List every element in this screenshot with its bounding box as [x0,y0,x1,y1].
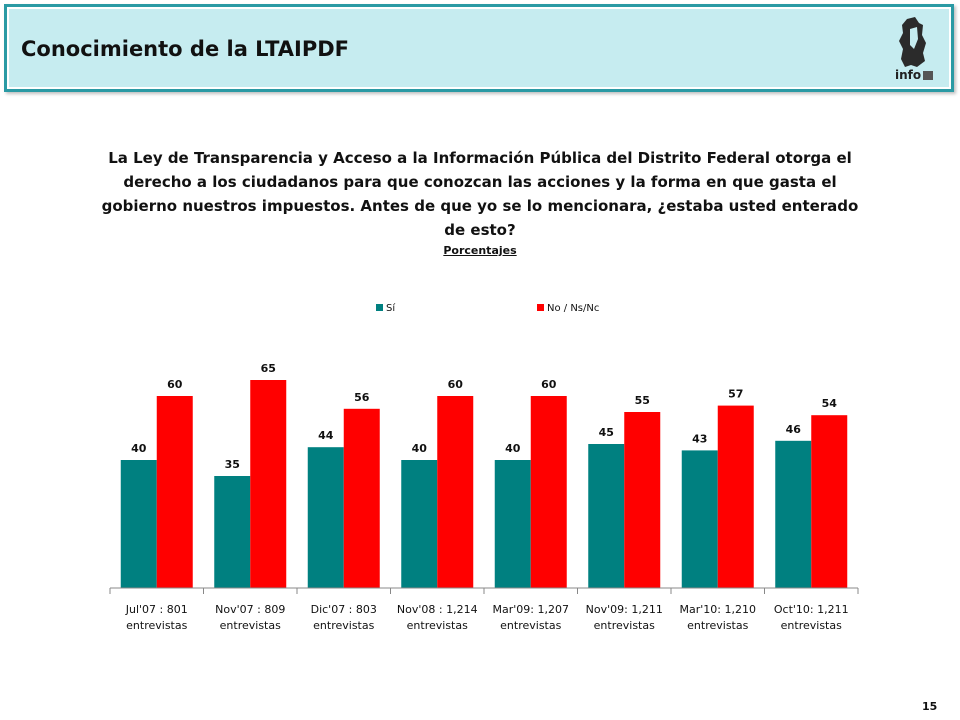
data-label-si-7: 46 [786,423,802,436]
category-label-7-line2: entrevistas [781,619,842,632]
data-label-no-2: 56 [354,391,370,404]
bar-si-7 [775,440,812,588]
bar-no-5 [624,412,661,588]
bar-no-1 [250,380,287,588]
bar-no-7 [811,415,848,588]
category-label-0-line2: entrevistas [126,619,187,632]
category-label-3-line1: Nov'08 : 1,214 [397,603,478,616]
bar-si-6 [681,450,718,588]
category-label-2-line2: entrevistas [313,619,374,632]
bar-si-0 [120,460,157,588]
data-label-no-0: 60 [167,378,183,391]
chart-subtitle: Porcentajes [443,244,517,257]
data-label-si-3: 40 [412,442,428,455]
legend-swatch-si [376,304,383,311]
category-label-6-line2: entrevistas [687,619,748,632]
legend-swatch-no [537,304,544,311]
data-label-si-4: 40 [505,442,521,455]
category-label-3-line2: entrevistas [407,619,468,632]
bar-si-2 [307,447,344,588]
data-label-si-1: 35 [225,458,240,471]
category-label-2-line1: Dic'07 : 803 [311,603,377,616]
category-label-7-line1: Oct'10: 1,211 [774,603,849,616]
bar-no-0 [156,396,193,588]
slide-header: Conocimiento de la LTAIPDF info [4,4,954,92]
category-label-5-line2: entrevistas [594,619,655,632]
category-label-0-line1: Jul'07 : 801 [125,603,188,616]
bar-si-4 [494,460,531,588]
data-label-si-6: 43 [692,432,707,445]
category-label-5-line1: Nov'09: 1,211 [586,603,663,616]
bar-si-1 [214,476,251,588]
data-label-si-0: 40 [131,442,147,455]
data-label-no-5: 55 [635,394,650,407]
data-label-no-3: 60 [448,378,464,391]
bar-no-3 [437,396,474,588]
svg-text:info: info [895,68,921,82]
data-label-si-5: 45 [599,426,614,439]
data-label-si-2: 44 [318,429,334,442]
bar-no-6 [717,405,754,588]
bar-si-3 [401,460,438,588]
data-label-no-4: 60 [541,378,557,391]
bar-si-5 [588,444,625,588]
slide-title: Conocimiento de la LTAIPDF [21,37,350,61]
data-label-no-1: 65 [261,362,276,375]
survey-question: La Ley de Transparencia y Acceso a la In… [101,149,859,239]
category-label-4-line1: Mar'09: 1,207 [493,603,569,616]
legend-label-si: Sí [386,302,396,314]
bar-no-4 [530,396,567,588]
page-number: 15 [922,700,938,713]
data-label-no-6: 57 [728,388,743,401]
category-label-4-line2: entrevistas [500,619,561,632]
category-label-6-line1: Mar'10: 1,210 [680,603,756,616]
legend-label-no: No / Ns/Nc [547,303,599,314]
bar-no-2 [343,408,380,588]
info-df-logo-icon: info [895,17,933,82]
category-label-1-line1: Nov'07 : 809 [215,603,285,616]
category-label-1-line2: entrevistas [220,619,281,632]
data-label-no-7: 54 [822,397,838,410]
